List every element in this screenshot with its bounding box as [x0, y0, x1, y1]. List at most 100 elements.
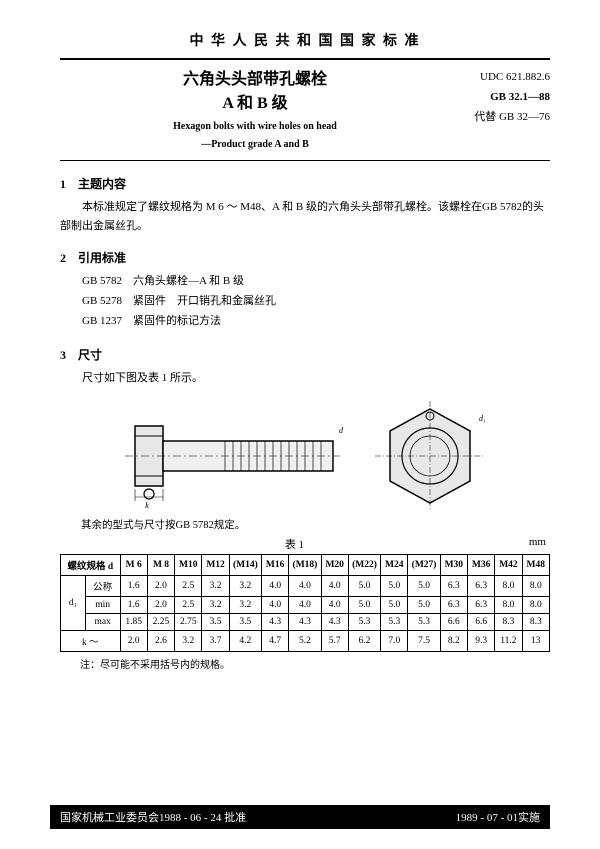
- section-2-num: 2: [60, 251, 66, 265]
- cell: 7.0: [381, 631, 408, 652]
- cell: 13: [522, 631, 549, 652]
- col-head: (M27): [408, 555, 440, 576]
- figure-note: 其余的型式与尺寸按GB 5782规定。: [81, 517, 550, 532]
- row-label: 公称: [85, 576, 120, 597]
- table-unit: mm: [529, 536, 546, 548]
- col-head: M10: [175, 555, 202, 576]
- table-header-line: mm 表 1: [60, 536, 550, 554]
- section-3-num: 3: [60, 348, 66, 362]
- cell: 1.6: [120, 576, 147, 597]
- cell: 2.0: [120, 631, 147, 652]
- title-en-1: Hexagon bolts with wire holes on head: [60, 120, 450, 134]
- section-1-heading: 1 主题内容: [60, 175, 550, 192]
- cell: 5.2: [289, 631, 321, 652]
- cell: 3.2: [229, 576, 261, 597]
- cell: 8.3: [522, 614, 549, 631]
- section-1-body: 本标准规定了螺纹规格为 M 6 ～ M48、A 和 B 级的六角头头部带孔螺栓。…: [60, 198, 550, 235]
- footer-left: 国家机械工业委员会1988 - 06 - 24 批准: [60, 809, 246, 825]
- section-2-title: 引用标准: [78, 251, 126, 265]
- d1-label: d₁: [61, 576, 86, 631]
- row-label: k ～: [61, 631, 121, 652]
- cell: 4.2: [229, 631, 261, 652]
- cell: 5.3: [408, 614, 440, 631]
- section-3-body: 尺寸如下图及表 1 所示。: [60, 369, 550, 388]
- cell: 3.2: [202, 597, 229, 614]
- cell: 8.0: [495, 597, 522, 614]
- cell: 5.0: [348, 597, 380, 614]
- bolt-side-view-icon: k d: [125, 401, 345, 511]
- col-head: (M14): [229, 555, 261, 576]
- cell: 8.0: [522, 597, 549, 614]
- ref-item: GB 5278 紧固件 开口销孔和金属丝孔: [82, 292, 550, 312]
- cell: 2.5: [175, 576, 202, 597]
- cell: 9.3: [467, 631, 494, 652]
- cell: 6.3: [467, 597, 494, 614]
- cell: 4.3: [289, 614, 321, 631]
- title-cn-1: 六角头头部带孔螺栓: [60, 68, 450, 92]
- country-standard: 中 华 人 民 共 和 国 国 家 标 准: [60, 30, 550, 50]
- cell: 5.7: [321, 631, 348, 652]
- replaces-code: 代替 GB 32—76: [450, 108, 550, 128]
- table-row: max 1.852.252.753.53.54.34.34.35.35.35.3…: [61, 614, 550, 631]
- col-head: M12: [202, 555, 229, 576]
- cell: 5.0: [348, 576, 380, 597]
- header-block: 中 华 人 民 共 和 国 国 家 标 准: [60, 30, 550, 50]
- cell: 3.2: [229, 597, 261, 614]
- section-1-title: 主题内容: [78, 177, 126, 191]
- title-en-2: —Product grade A and B: [60, 138, 450, 152]
- cell: 4.0: [321, 597, 348, 614]
- cell: 2.6: [147, 631, 174, 652]
- cell: 6.6: [440, 614, 467, 631]
- ref-item: GB 1237 紧固件的标记方法: [82, 312, 550, 332]
- table-caption: 表 1: [60, 536, 550, 552]
- cell: 2.75: [175, 614, 202, 631]
- cell: 4.3: [262, 614, 289, 631]
- cell: 6.3: [440, 576, 467, 597]
- col-head: M36: [467, 555, 494, 576]
- row-label: min: [85, 597, 120, 614]
- cell: 4.3: [321, 614, 348, 631]
- col-head: (M22): [348, 555, 380, 576]
- cell: 3.5: [229, 614, 261, 631]
- reference-list: GB 5782 六角头螺栓—A 和 B 级 GB 5278 紧固件 开口销孔和金…: [82, 272, 550, 331]
- title-cn-2: A 和 B 级: [60, 92, 450, 116]
- svg-text:d: d: [339, 426, 344, 435]
- cell: 6.3: [467, 576, 494, 597]
- cell: 4.0: [262, 597, 289, 614]
- cell: 1.85: [120, 614, 147, 631]
- cell: 2.0: [147, 597, 174, 614]
- table-row: d₁ 公称 1.62.02.53.23.24.04.04.05.05.05.06…: [61, 576, 550, 597]
- cell: 3.7: [202, 631, 229, 652]
- section-3-heading: 3 尺寸: [60, 346, 550, 363]
- table-row: k ～ 2.02.63.23.74.24.75.25.76.27.07.58.2…: [61, 631, 550, 652]
- dimension-table: 螺纹规格 d M 6 M 8 M10 M12 (M14) M16 (M18) M…: [60, 554, 550, 652]
- page: 中 华 人 民 共 和 国 国 家 标 准 六角头头部带孔螺栓 A 和 B 级 …: [0, 0, 600, 681]
- cell: 5.0: [408, 576, 440, 597]
- table-note: 注：尽可能不采用括号内的规格。: [80, 656, 550, 671]
- section-3-title: 尺寸: [78, 348, 102, 362]
- cell: 2.25: [147, 614, 174, 631]
- cell: 4.0: [321, 576, 348, 597]
- svg-text:d₁: d₁: [479, 414, 485, 423]
- cell: 8.2: [440, 631, 467, 652]
- cell: 3.5: [202, 614, 229, 631]
- cell: 5.0: [381, 576, 408, 597]
- rule-top: [60, 58, 550, 60]
- footer-bar: 国家机械工业委员会1988 - 06 - 24 批准 1989 - 07 - 0…: [50, 805, 550, 829]
- cell: 5.0: [381, 597, 408, 614]
- col-head: M42: [495, 555, 522, 576]
- cell: 3.2: [202, 576, 229, 597]
- col-head: (M18): [289, 555, 321, 576]
- cell: 5.0: [408, 597, 440, 614]
- section-1-num: 1: [60, 177, 66, 191]
- title-left: 六角头头部带孔螺栓 A 和 B 级 Hexagon bolts with wir…: [60, 68, 450, 152]
- cell: 8.0: [522, 576, 549, 597]
- cell: 7.5: [408, 631, 440, 652]
- cell: 1.6: [120, 597, 147, 614]
- udc-code: UDC 621.882.6: [450, 68, 550, 88]
- col-head: M24: [381, 555, 408, 576]
- ref-item: GB 5782 六角头螺栓—A 和 B 级: [82, 272, 550, 292]
- col-head: M16: [262, 555, 289, 576]
- cell: 4.0: [262, 576, 289, 597]
- figure-row: k d d₁: [60, 401, 550, 511]
